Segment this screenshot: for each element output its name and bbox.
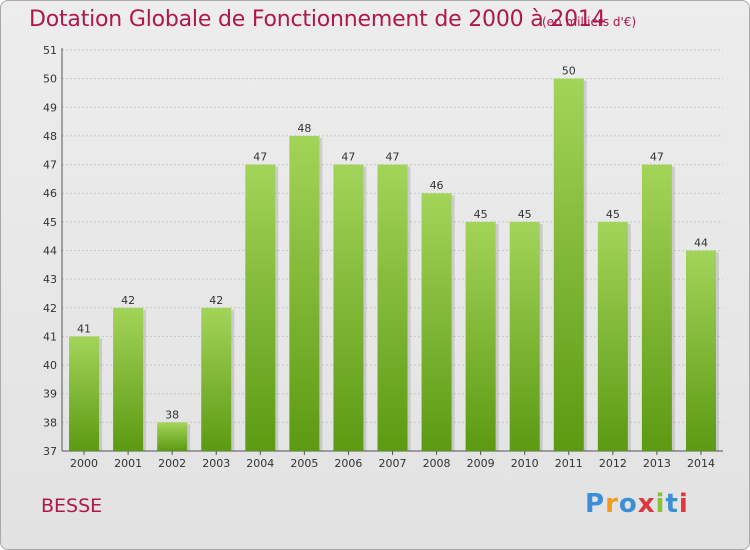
x-tick-label: 2011 [555,457,583,470]
x-tick-label: 2003 [202,457,230,470]
y-tick-label: 47 [43,159,57,172]
data-label: 47 [253,151,267,164]
logo-letter: o [618,489,638,519]
data-label: 45 [606,208,620,221]
chart-subtitle: (en milliers d'€) [542,15,637,29]
bar [377,164,408,452]
y-tick-label: 50 [43,73,57,86]
y-tick-label: 51 [43,44,57,57]
y-tick-label: 37 [43,445,57,458]
y-tick-label: 48 [43,130,57,143]
x-tick-label: 2004 [246,457,274,470]
y-tick-label: 38 [43,416,57,429]
x-tick-label: 2001 [114,457,142,470]
y-tick-label: 43 [43,273,57,286]
x-tick-label: 2002 [158,457,186,470]
y-tick-label: 39 [43,388,57,401]
x-tick-label: 2009 [467,457,495,470]
data-label: 42 [209,294,223,307]
y-tick-label: 49 [43,101,57,114]
data-label: 47 [341,151,355,164]
bar [201,307,232,451]
data-label: 41 [77,322,91,335]
logo-letter: r [605,489,619,519]
data-label: 42 [121,294,135,307]
bar [465,221,496,451]
data-label: 44 [694,237,708,250]
bar [685,250,716,451]
data-label: 45 [474,208,488,221]
x-tick-label: 2000 [70,457,98,470]
y-tick-label: 41 [43,330,57,343]
bar [333,164,364,452]
y-tick-label: 40 [43,359,57,372]
data-label: 47 [650,151,664,164]
x-tick-label: 2008 [423,457,451,470]
y-tick-label: 45 [43,216,57,229]
bar [69,336,100,451]
logo-letter: P [585,489,606,519]
bar [509,221,540,451]
bar [597,221,628,451]
y-tick-label: 42 [43,302,57,315]
bar [641,164,672,452]
x-tick-label: 2010 [511,457,539,470]
bar [421,193,452,451]
x-tick-label: 2006 [334,457,362,470]
data-label: 46 [430,179,444,192]
x-tick-label: 2013 [643,457,671,470]
x-tick-label: 2007 [379,457,407,470]
logo-letter: t [665,489,679,519]
bar [157,422,188,451]
bar [553,78,584,452]
data-label: 45 [518,208,532,221]
data-label: 50 [562,65,576,78]
y-tick-label: 44 [43,245,57,258]
bar [113,307,144,451]
y-tick-label: 46 [43,187,57,200]
bar [245,164,276,452]
x-tick-label: 2005 [290,457,318,470]
data-label: 47 [386,151,400,164]
commune-name: BESSE [41,495,103,517]
logo-letter: i [678,489,689,519]
proxiti-logo[interactable]: Proxiti [585,489,689,519]
data-label: 38 [165,408,179,421]
x-tick-label: 2012 [599,457,627,470]
logo-letter: i [655,489,666,519]
x-tick-label: 2014 [687,457,715,470]
bar [289,135,320,451]
data-label: 48 [297,122,311,135]
logo-letter: x [637,489,656,519]
chart-title: Dotation Globale de Fonctionnement de 20… [29,7,606,32]
